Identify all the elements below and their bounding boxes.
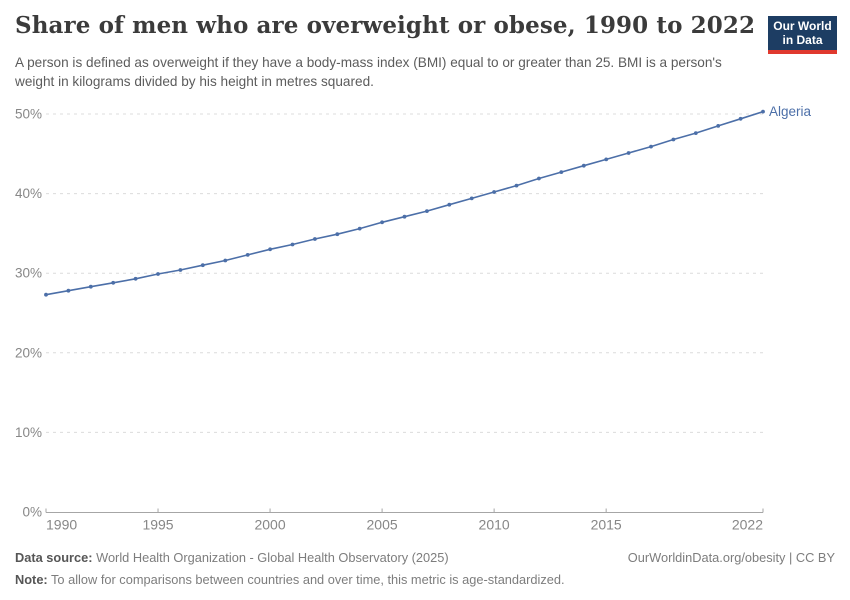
data-point[interactable] xyxy=(604,157,609,162)
y-axis-label: 40% xyxy=(15,186,42,201)
data-point[interactable] xyxy=(738,116,743,121)
data-point[interactable] xyxy=(671,137,676,142)
data-point[interactable] xyxy=(469,196,474,201)
data-point[interactable] xyxy=(178,268,183,272)
x-axis-label: 2010 xyxy=(479,517,510,533)
data-point[interactable] xyxy=(66,288,71,293)
series-end-label[interactable]: Algeria xyxy=(769,104,812,119)
data-point[interactable] xyxy=(693,131,698,136)
data-point[interactable] xyxy=(223,258,228,263)
chart-subtitle: A person is defined as overweight if the… xyxy=(15,55,722,90)
chart-footer: Data source: World Health Organization -… xyxy=(15,547,835,591)
data-point[interactable] xyxy=(761,109,765,114)
y-axis-label: 50% xyxy=(15,107,42,122)
data-point[interactable] xyxy=(581,163,586,168)
data-point[interactable] xyxy=(111,280,116,285)
data-point[interactable] xyxy=(537,176,541,181)
data-point[interactable] xyxy=(335,232,340,237)
y-axis-label: 30% xyxy=(15,266,42,281)
x-axis-label: 1990 xyxy=(46,517,77,533)
data-point[interactable] xyxy=(492,190,496,194)
chart-title: Share of men who are overweight or obese… xyxy=(15,12,756,39)
data-point[interactable] xyxy=(133,276,138,281)
x-axis-label: 1995 xyxy=(142,517,173,533)
data-point[interactable] xyxy=(402,214,407,219)
data-point[interactable] xyxy=(313,237,317,241)
owid-logo: Our World in Data xyxy=(768,16,837,54)
x-axis-label: 2005 xyxy=(367,517,398,533)
series-line[interactable] xyxy=(45,110,764,296)
data-point[interactable] xyxy=(156,272,160,276)
y-axis-label: 20% xyxy=(15,345,42,360)
y-axis-label: 0% xyxy=(22,505,42,520)
data-point[interactable] xyxy=(716,124,721,128)
x-axis-label: 2022 xyxy=(732,517,763,533)
data-point[interactable] xyxy=(649,144,653,149)
data-point[interactable] xyxy=(559,170,564,175)
data-source-text: World Health Organization - Global Healt… xyxy=(96,550,449,565)
x-axis-label: 2015 xyxy=(591,517,622,533)
data-source-line: Data source: World Health Organization -… xyxy=(15,547,835,569)
data-point[interactable] xyxy=(514,183,519,188)
x-axis-label: 2000 xyxy=(254,517,285,533)
owid-logo-line1: Our World xyxy=(773,18,832,33)
data-source-label: Data source: xyxy=(15,550,93,565)
owid-logo-line2: in Data xyxy=(782,33,823,47)
data-point[interactable] xyxy=(626,151,631,155)
data-point[interactable] xyxy=(447,202,452,207)
data-point[interactable] xyxy=(200,263,205,268)
attribution-link[interactable]: OurWorldinData.org/obesity | CC BY xyxy=(627,550,835,565)
data-point[interactable] xyxy=(268,247,272,252)
data-point[interactable] xyxy=(245,253,250,257)
data-point[interactable] xyxy=(425,209,429,214)
y-axis-label: 10% xyxy=(15,425,42,440)
note-label: Note: xyxy=(15,571,48,587)
note-text: To allow for comparisons between countri… xyxy=(51,571,565,587)
data-point[interactable] xyxy=(290,242,295,247)
data-point[interactable] xyxy=(44,292,48,297)
data-point[interactable] xyxy=(88,284,93,289)
data-point[interactable] xyxy=(380,220,384,225)
note-line: Note: To allow for comparisons between c… xyxy=(15,569,835,591)
data-point[interactable] xyxy=(357,226,362,231)
